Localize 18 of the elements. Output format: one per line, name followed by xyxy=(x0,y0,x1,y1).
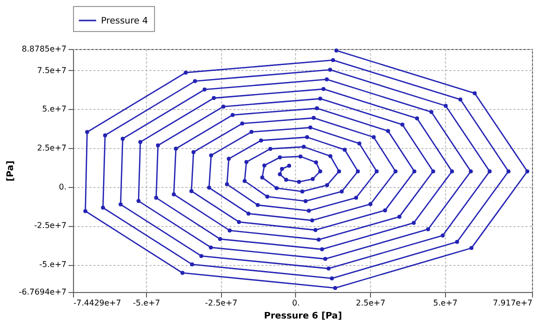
x-tick-label: -5.e+7 xyxy=(132,298,160,308)
y-tick-label: 5.e+7 xyxy=(42,104,66,114)
y-tick-label: 8.8785e+7 xyxy=(22,44,66,54)
y-tick-label: 0. xyxy=(58,182,66,192)
x-tick-label: 2.5e+7 xyxy=(356,298,386,308)
y-axis-title: [Pa] xyxy=(6,160,16,182)
legend-label: Pressure 4 xyxy=(101,16,148,26)
y-tick-label: -6.7694e+7 xyxy=(18,288,66,296)
x-axis-title: Pressure 6 [Pa] xyxy=(264,312,342,322)
x-tick-label: 0. xyxy=(292,298,300,308)
y-tick-label: 2.5e+7 xyxy=(37,144,66,153)
x-tick-label: 5.e+7 xyxy=(433,298,458,308)
y-tick-label: -5.e+7 xyxy=(39,260,66,270)
x-tick-label: 7.917e+7 xyxy=(492,298,532,308)
x-tick-label: -7.4429e+7 xyxy=(74,298,122,308)
x-tick-label: -2.5e+7 xyxy=(205,298,238,308)
y-tick-label: 7.5e+7 xyxy=(37,66,66,75)
y-tick-label: -2.5e+7 xyxy=(34,221,66,230)
